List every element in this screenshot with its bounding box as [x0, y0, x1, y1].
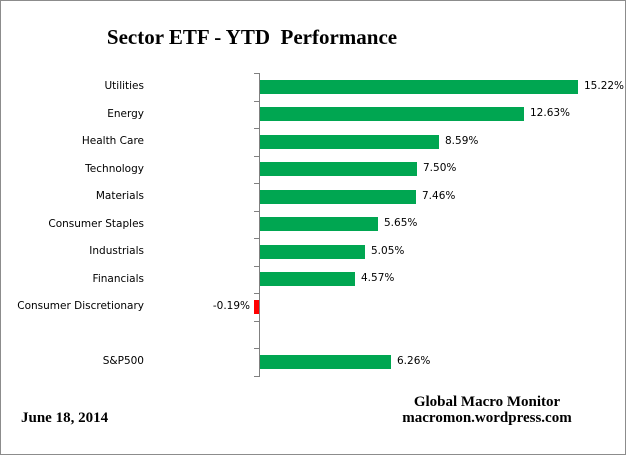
category-label-consumer-discretionary: Consumer Discretionary	[17, 300, 144, 312]
category-label-materials: Materials	[95, 190, 144, 202]
bar-consumer-staples	[260, 217, 378, 231]
axis-tick	[254, 100, 259, 102]
value-label-s-p500: 6.26%	[397, 355, 431, 367]
axis-tick	[254, 293, 259, 294]
bar-industrials	[260, 245, 365, 259]
bar-technology	[260, 162, 417, 176]
category-label-industrials: Industrials	[89, 245, 144, 257]
axis-tick	[254, 265, 259, 267]
axis-tick	[254, 183, 259, 184]
axis-tick	[254, 155, 259, 157]
bar-utilities	[260, 80, 578, 94]
value-label-health-care: 8.59%	[445, 135, 479, 147]
value-label-energy: 12.63%	[530, 107, 571, 119]
bar-health-care	[260, 135, 439, 149]
date-label: June 18, 2014	[21, 410, 109, 426]
chart-title: Sector ETF - YTD Performance	[106, 25, 398, 49]
category-axis-line	[259, 73, 260, 377]
axis-tick	[254, 128, 259, 129]
category-label-health-care: Health Care	[81, 135, 144, 147]
value-label-consumer-discretionary: -0.19%	[212, 300, 250, 312]
credit-line-2: macromon.wordpress.com	[402, 410, 572, 426]
value-label-financials: 4.57%	[361, 272, 395, 284]
value-label-materials: 7.46%	[422, 190, 456, 202]
bar-s-p500	[260, 355, 391, 369]
axis-tick	[254, 320, 259, 322]
category-label-utilities: Utilities	[104, 80, 144, 92]
category-label-energy: Energy	[107, 107, 144, 120]
bar-energy	[260, 107, 524, 121]
category-label-consumer-staples: Consumer Staples	[48, 217, 144, 230]
bar-consumer-discretionary	[254, 300, 259, 314]
credit-line-1: Global Macro Monitor	[413, 394, 561, 410]
category-label-financials: Financials	[92, 272, 144, 285]
category-label-s-p500: S&P500	[102, 355, 144, 367]
bar-materials	[260, 190, 416, 204]
axis-tick	[254, 73, 259, 74]
value-label-utilities: 15.22%	[584, 80, 625, 92]
axis-tick	[254, 348, 259, 349]
bar-financials	[260, 272, 355, 286]
value-label-technology: 7.50%	[423, 162, 457, 174]
axis-tick	[254, 375, 259, 377]
category-label-technology: Technology	[85, 162, 144, 175]
axis-tick	[254, 210, 259, 212]
value-label-consumer-staples: 5.65%	[384, 217, 418, 229]
value-label-industrials: 5.05%	[371, 245, 405, 257]
credit-text: Global Macro Monitor macromon.wordpress.…	[347, 394, 625, 426]
axis-tick	[254, 238, 259, 239]
